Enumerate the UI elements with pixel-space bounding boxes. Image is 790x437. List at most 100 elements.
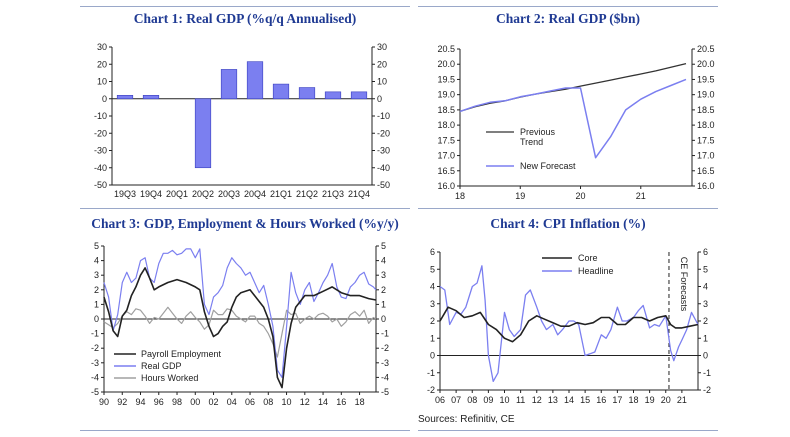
y-tick-label-right: 2 [703, 316, 708, 326]
y-tick-label-left: 0 [94, 314, 99, 324]
x-tick-label: 90 [99, 397, 109, 407]
x-tick-label: 21Q2 [296, 189, 318, 199]
bottom-rule [80, 430, 410, 431]
payroll-employment-line [103, 267, 377, 389]
y-tick-label-right: 20 [377, 59, 387, 69]
x-tick-label: 12 [532, 395, 542, 405]
source-note: Sources: Refinitiv, CE [418, 414, 515, 425]
y-tick-label-right: 19.5 [697, 74, 715, 84]
x-tick-label: 19 [645, 395, 655, 405]
y-tick-label-right: 19.0 [697, 90, 715, 100]
y-tick-label-right: 4 [381, 256, 386, 266]
y-tick-label-right: -30 [377, 146, 390, 156]
y-tick-label-left: 18.5 [437, 105, 455, 115]
x-tick-label: 00 [190, 397, 200, 407]
x-tick-label: 13 [548, 395, 558, 405]
x-tick-label: 20 [661, 395, 671, 405]
y-tick-label-right: 0 [377, 94, 382, 104]
bar-20Q2 [194, 98, 212, 169]
x-tick-label: 12 [300, 397, 310, 407]
legend-label-new-forecast: New Forecast [520, 161, 576, 171]
y-tick-label-right: 3 [703, 299, 708, 309]
x-tick-label: 19 [515, 191, 525, 201]
y-tick-label-left: -1 [427, 368, 435, 378]
y-tick-label-left: 6 [430, 247, 435, 257]
y-tick-label-right: 20.5 [697, 44, 715, 54]
x-tick-label: 20Q3 [218, 189, 240, 199]
y-tick-label-left: 20 [97, 59, 107, 69]
x-tick-label: 20Q4 [244, 189, 266, 199]
hours-worked-line [103, 306, 377, 358]
y-tick-label-right: 2 [381, 285, 386, 295]
y-tick-label-right: -5 [381, 387, 389, 397]
x-tick-label: 21 [636, 191, 646, 201]
x-tick-label: 21 [677, 395, 687, 405]
y-tick-label-left: 1 [94, 299, 99, 309]
y-tick-label-left: 16.0 [437, 181, 455, 191]
x-tick-label: 20Q2 [192, 189, 214, 199]
bar-21Q3 [324, 91, 342, 100]
y-tick-label-left: 19.5 [437, 74, 455, 84]
y-tick-label-right: -50 [377, 180, 390, 190]
chart-2-plot: 20.5 20.5 20.0 20.0 19.5 19.5 19.0 19.0 18.5 18.5… [437, 44, 715, 201]
y-tick-label-right: 3 [381, 270, 386, 280]
y-tick-label-left: -2 [91, 343, 99, 353]
y-tick-label-right: -10 [377, 111, 390, 121]
chart-3-panel: Chart 3: GDP, Employment & Hours Worked … [80, 205, 410, 415]
chart-2-panel: Chart 2: Real GDP ($bn) [418, 0, 718, 210]
y-tick-label-right: -1 [703, 368, 711, 378]
x-tick-label: 15 [580, 395, 590, 405]
y-tick-label-right: -4 [381, 372, 389, 382]
y-tick-label-right: 30 [377, 42, 387, 52]
x-tick-label: 17 [612, 395, 622, 405]
y-tick-label-right: 17.5 [697, 135, 715, 145]
y-tick-label-left: 3 [430, 299, 435, 309]
y-tick-label-right: -40 [377, 163, 390, 173]
y-tick-label-right: -1 [381, 329, 389, 339]
chart-3-title: Chart 3: GDP, Employment & Hours Worked … [91, 216, 399, 231]
x-tick-label: 10 [499, 395, 509, 405]
chart-2-title: Chart 2: Real GDP ($bn) [496, 11, 640, 26]
y-tick-label-right: 16.0 [697, 181, 715, 191]
y-tick-label-left: 17.0 [437, 151, 455, 161]
top-rule [418, 6, 718, 7]
chart-1-panel: Chart 1: Real GDP (%q/q Annualised) [80, 0, 410, 210]
y-tick-label-left: 20.5 [437, 44, 455, 54]
x-tick-label: 06 [245, 397, 255, 407]
y-tick-label-right: 1 [703, 333, 708, 343]
y-tick-label-right: 5 [381, 241, 386, 251]
x-tick-label: 16 [336, 397, 346, 407]
x-tick-label: 14 [564, 395, 574, 405]
y-tick-label-left: -3 [91, 358, 99, 368]
bottom-rule [418, 430, 718, 431]
x-tick-label: 96 [154, 397, 164, 407]
chart-4-panel: Chart 4: CPI Inflation (%) [418, 205, 718, 415]
y-tick-label-right: 17.0 [697, 151, 715, 161]
y-tick-label-left: 5 [430, 264, 435, 274]
y-tick-label-left: 0 [102, 94, 107, 104]
y-tick-label-left: -20 [94, 128, 107, 138]
x-tick-label: 07 [451, 395, 461, 405]
y-tick-label-right: 5 [703, 264, 708, 274]
legend-label-real-gdp: Real GDP [141, 361, 182, 371]
y-tick-label-right: 16.5 [697, 166, 715, 176]
y-tick-label-left: 0 [430, 351, 435, 361]
y-tick-label-left: -2 [427, 385, 435, 395]
x-tick-label: 09 [483, 395, 493, 405]
x-tick-label: 06 [435, 395, 445, 405]
top-rule [80, 6, 410, 7]
y-tick-label-left: 3 [94, 270, 99, 280]
x-tick-label: 98 [172, 397, 182, 407]
y-tick-label-left: 17.5 [437, 135, 455, 145]
y-tick-label-right: 4 [703, 282, 708, 292]
x-tick-label: 10 [282, 397, 292, 407]
core-line [439, 306, 699, 343]
y-tick-label-left: -50 [94, 180, 107, 190]
y-tick-label-right: 0 [381, 314, 386, 324]
x-tick-label: 21Q4 [348, 189, 370, 199]
legend-label-previous-trend: Previous [520, 127, 556, 137]
x-tick-label: 08 [467, 395, 477, 405]
x-tick-label: 11 [516, 395, 525, 405]
top-rule [80, 208, 410, 209]
x-tick-label: 20Q1 [166, 189, 188, 199]
